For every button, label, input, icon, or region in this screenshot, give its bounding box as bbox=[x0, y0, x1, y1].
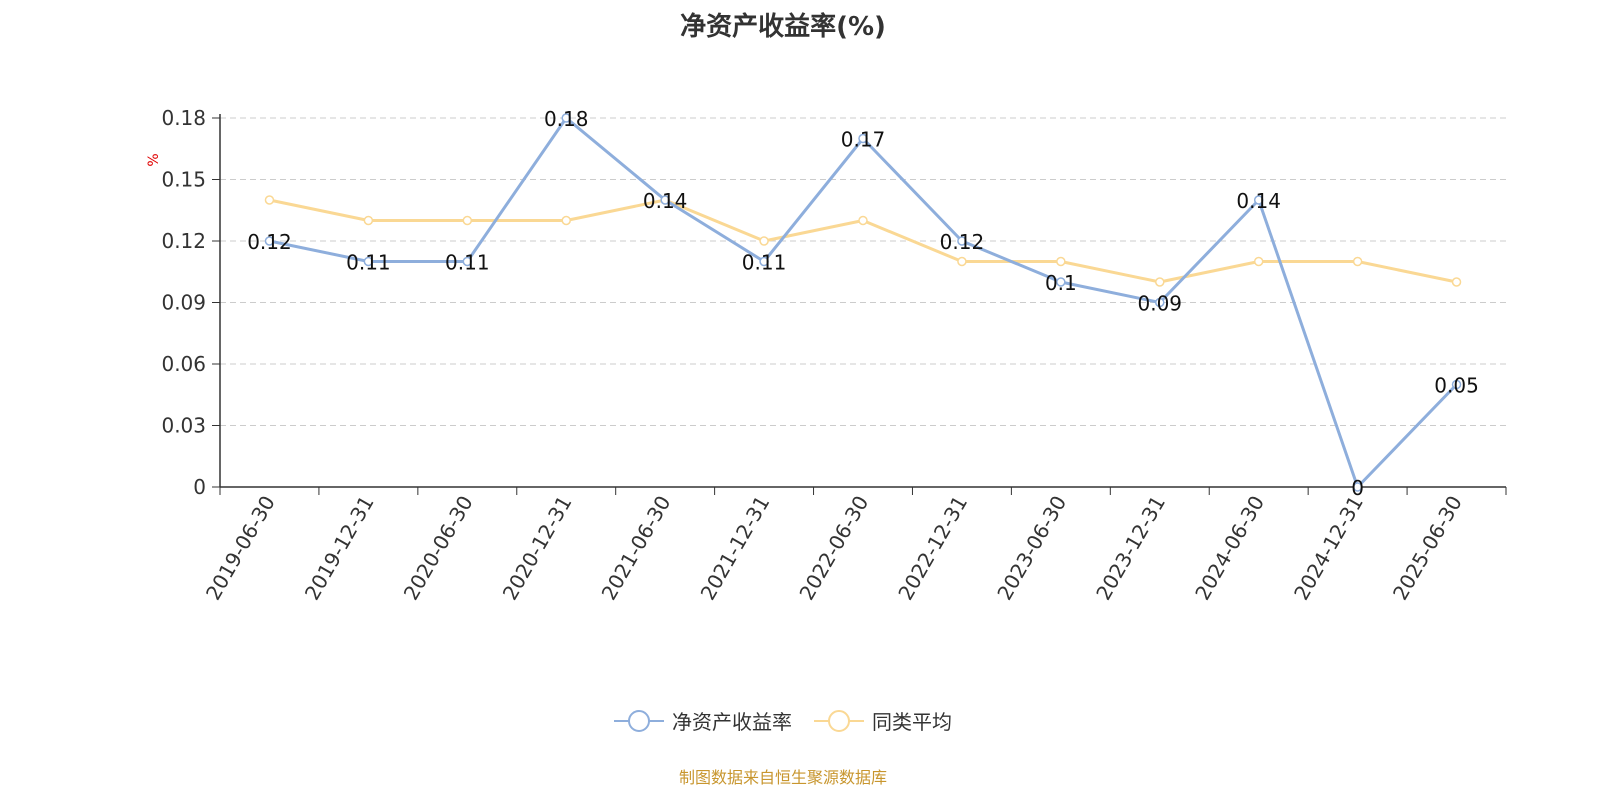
data-point-roe bbox=[957, 236, 967, 246]
legend-item-roe[interactable]: 净资产收益率 bbox=[614, 706, 792, 735]
y-tick-label: 0.03 bbox=[161, 414, 206, 438]
data-label: 0.14 bbox=[1236, 189, 1281, 213]
data-point-peer-average bbox=[561, 215, 571, 226]
y-tick-label: 0.12 bbox=[161, 229, 206, 253]
data-label: 0.11 bbox=[346, 251, 391, 275]
y-axis-label: % bbox=[146, 153, 162, 166]
data-label: 0.17 bbox=[841, 128, 886, 152]
line-chart: 0 0.03 0.06 0.09 0.12 0.15 0.18% 2019-06-30 2019… bbox=[146, 106, 1507, 605]
x-tick-label: 2019-12-31 bbox=[300, 492, 379, 605]
y-tick-label: 0 bbox=[193, 475, 206, 499]
data-label: 0.11 bbox=[742, 251, 787, 275]
data-point-roe bbox=[759, 256, 769, 267]
x-tick-label: 2020-06-30 bbox=[399, 492, 478, 605]
legend-peer-average-marker-icon bbox=[814, 709, 864, 732]
data-point-peer-average bbox=[858, 215, 868, 226]
y-tick-label: 0.06 bbox=[161, 352, 206, 376]
data-label: 0.18 bbox=[544, 107, 589, 131]
legend-peer-average-label: 同类平均 bbox=[872, 710, 952, 734]
y-tick-label: 0.09 bbox=[161, 291, 206, 315]
legend-roe-marker-icon bbox=[614, 709, 664, 732]
data-label: 0.14 bbox=[643, 189, 688, 213]
data-label: 0.05 bbox=[1434, 374, 1479, 398]
x-tick-label: 2025-06-30 bbox=[1388, 492, 1467, 605]
data-point-roe bbox=[1451, 379, 1462, 390]
data-point-peer-average bbox=[1056, 256, 1066, 267]
x-tick-label: 2022-06-30 bbox=[794, 492, 873, 605]
data-point-roe bbox=[1056, 277, 1066, 287]
data-point-roe bbox=[561, 113, 571, 123]
x-tick-label: 2022-12-31 bbox=[893, 492, 972, 605]
data-point-roe bbox=[660, 195, 670, 205]
x-tick-label: 2023-06-30 bbox=[992, 492, 1071, 605]
y-tick-label: 0.15 bbox=[161, 168, 206, 192]
x-tick-label: 2023-12-31 bbox=[1091, 492, 1170, 605]
data-point-roe bbox=[858, 133, 868, 144]
data-point-roe bbox=[1253, 195, 1264, 205]
x-tick-label: 2021-12-31 bbox=[696, 492, 775, 605]
data-point-peer-average bbox=[1253, 256, 1264, 267]
data-point-peer-average bbox=[462, 215, 473, 226]
x-tick-label: 2024-12-31 bbox=[1289, 492, 1368, 605]
x-tick-label: 2021-06-30 bbox=[597, 492, 676, 605]
legend-roe-label: 净资产收益率 bbox=[672, 710, 792, 734]
data-point-peer-average bbox=[1451, 277, 1462, 287]
data-label: 0.12 bbox=[940, 230, 985, 254]
data-point-roe bbox=[363, 256, 374, 267]
data-point-peer-average bbox=[1352, 256, 1363, 267]
data-point-roe bbox=[1352, 482, 1363, 492]
data-point-roe bbox=[1155, 297, 1165, 308]
data-label: 0 bbox=[1351, 476, 1364, 500]
y-tick-label: 0.18 bbox=[161, 106, 206, 130]
data-label: 0.12 bbox=[247, 230, 292, 254]
legend-item-peer-average[interactable]: 同类平均 bbox=[814, 706, 952, 735]
data-point-peer-average bbox=[264, 195, 275, 205]
source-note: 制图数据来自恒生聚源数据库 bbox=[678, 768, 887, 787]
data-label: 0.09 bbox=[1138, 292, 1183, 316]
data-point-peer-average bbox=[759, 236, 769, 246]
legend: 净资产收益率 同类平均 bbox=[0, 706, 1566, 735]
data-point-roe bbox=[462, 256, 473, 267]
x-tick-label: 2020-12-31 bbox=[498, 492, 577, 605]
x-tick-label: 2019-06-30 bbox=[201, 492, 280, 605]
data-label: 0.1 bbox=[1045, 271, 1077, 295]
data-point-peer-average bbox=[363, 215, 374, 226]
x-tick-label: 2024-06-30 bbox=[1190, 492, 1269, 605]
data-point-peer-average bbox=[957, 256, 967, 267]
data-label: 0.11 bbox=[445, 251, 490, 275]
data-point-peer-average bbox=[1155, 277, 1165, 287]
chart-title: 净资产收益率(%) bbox=[680, 12, 886, 42]
data-point-roe bbox=[264, 236, 275, 246]
